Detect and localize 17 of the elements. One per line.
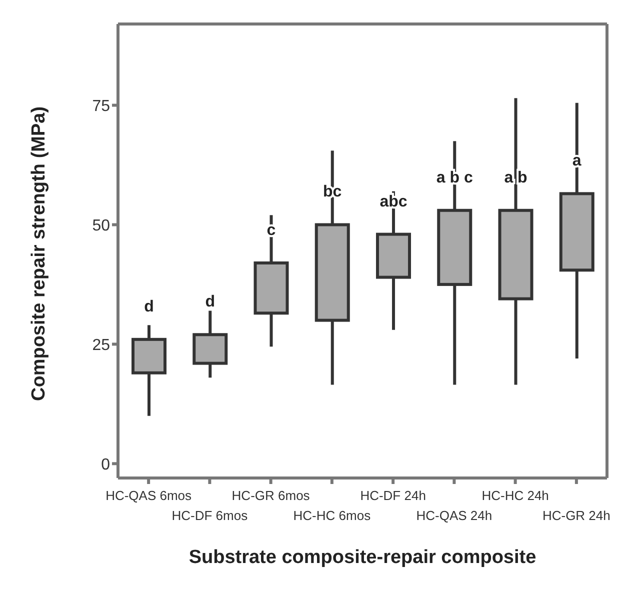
x-tick-label: HC-QAS 24h: [416, 508, 492, 523]
x-tick-label: HC-DF 24h: [360, 488, 426, 503]
annotation: d: [144, 298, 154, 316]
y-axis-title: Composite repair strength (MPa): [28, 106, 50, 401]
annotation: a b: [504, 169, 528, 186]
x-tick-label: HC-HC 24h: [482, 488, 549, 503]
annotation: d: [205, 294, 216, 311]
y-tick-label: 25: [92, 336, 110, 354]
x-tick-label: HC-DF 6mos: [172, 508, 248, 523]
y-tick-label: 75: [92, 98, 110, 115]
x-tick-label: HC-HC 6mos: [293, 508, 372, 523]
y-tick-label: 50: [92, 217, 110, 234]
x-tick-label: HC-GR 6mos: [232, 488, 310, 503]
x-tick-label: HC-GR 24h: [542, 508, 610, 523]
x-tick-label: HC-QAS 6mos: [106, 488, 192, 503]
y-tick-label: 0: [101, 456, 110, 474]
x-axis-title: Substrate composite-repair composite: [188, 547, 536, 568]
